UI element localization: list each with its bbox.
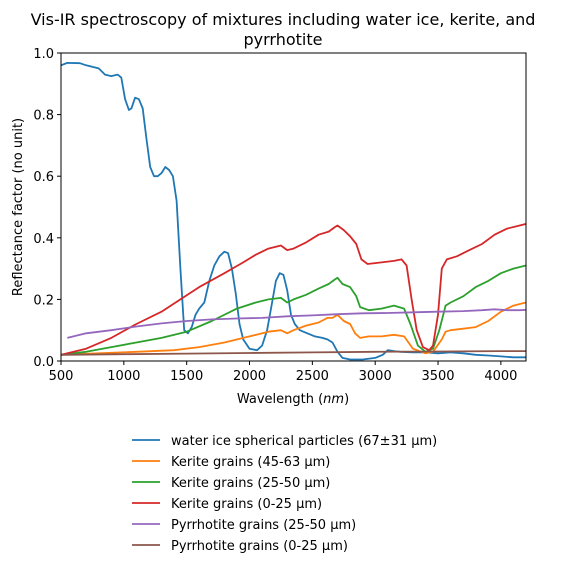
y-tick-label: 0.6 <box>33 170 54 185</box>
legend-entry-label: Kerite grains (0-25 µm) <box>171 497 322 512</box>
legend-entry-label: Kerite grains (45-63 µm) <box>171 455 330 470</box>
y-tick-label: 0.2 <box>33 293 54 308</box>
chart-title-line2: pyrrhotite <box>244 30 323 49</box>
chart-title-line1: Vis-IR spectroscopy of mixtures includin… <box>31 10 536 29</box>
x-tick-label: 4000 <box>484 369 517 384</box>
x-tick-label: 1000 <box>107 369 140 384</box>
series-line-5 <box>67 308 526 339</box>
y-tick-label: 0.8 <box>33 109 54 124</box>
series-group <box>61 62 526 361</box>
series-line-4 <box>61 223 526 356</box>
x-tick-label: 3000 <box>359 369 392 384</box>
x-axis-label: Wavelength (nm) <box>237 392 349 407</box>
y-tick-label: 1.0 <box>33 47 54 62</box>
x-axis-label-main: Wavelength ( <box>237 392 323 407</box>
x-tick-label: 500 <box>49 369 74 384</box>
x-tick-label: 3500 <box>421 369 454 384</box>
series-line-2 <box>61 301 526 356</box>
y-tick-label: 0.4 <box>33 232 54 247</box>
x-axis-label-close: ) <box>344 392 349 407</box>
series-line-3 <box>61 264 526 356</box>
y-axis: 0.0 0.2 0.4 0.6 0.8 1.0 <box>33 47 61 370</box>
x-tick-label: 2000 <box>233 369 266 384</box>
legend-entry-label: Pyrrhotite grains (25-50 µm) <box>171 518 356 533</box>
x-axis-label-unit: nm <box>323 392 344 407</box>
x-tick-label: 2500 <box>296 369 329 384</box>
plot-frame <box>60 52 527 362</box>
x-axis: 500 1000 1500 2000 2500 3000 3500 4000 <box>49 361 517 384</box>
legend-entry-label: Kerite grains (25-50 µm) <box>171 476 330 491</box>
y-tick-label: 0.0 <box>33 355 54 370</box>
x-tick-label: 1500 <box>170 369 203 384</box>
series-line-6 <box>61 350 526 356</box>
y-axis-label: Reflectance factor (no unit) <box>11 118 26 296</box>
legend-entry-label: water ice spherical particles (67±31 µm) <box>171 434 437 449</box>
series-line-1 <box>61 62 526 361</box>
legend-entry-label: Pyrrhotite grains (0-25 µm) <box>171 539 348 554</box>
legend: water ice spherical particles (67±31 µm)… <box>132 434 437 554</box>
